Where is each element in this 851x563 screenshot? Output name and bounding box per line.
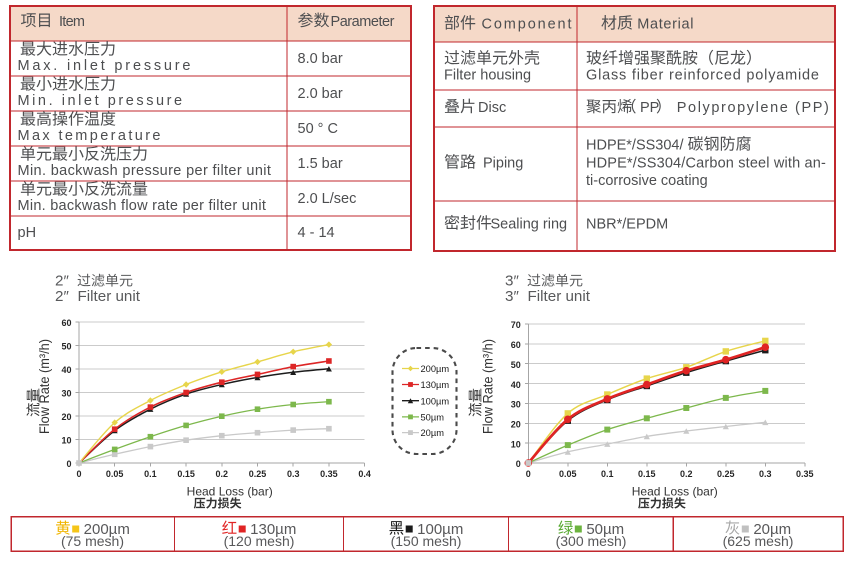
svg-text:Disc: Disc bbox=[478, 100, 506, 116]
svg-text:Filter housing: Filter housing bbox=[444, 68, 531, 84]
svg-text:0: 0 bbox=[76, 469, 81, 479]
svg-text:0: 0 bbox=[66, 459, 71, 469]
svg-text:10: 10 bbox=[511, 439, 521, 449]
svg-text:NBR*/EPDM: NBR*/EPDM bbox=[586, 217, 668, 233]
svg-text:Min. backwash pressure per fil: Min. backwash pressure per filter unit bbox=[18, 163, 271, 179]
svg-text:Head Loss (bar): Head Loss (bar) bbox=[187, 485, 273, 499]
svg-text:20µm: 20µm bbox=[753, 521, 791, 538]
svg-text:100µm: 100µm bbox=[417, 521, 463, 538]
svg-text:20: 20 bbox=[511, 419, 521, 429]
svg-text:Max. inlet pressure: Max. inlet pressure bbox=[18, 58, 191, 74]
svg-text:(300 mesh): (300 mesh) bbox=[556, 533, 627, 549]
svg-text:1.5 bar: 1.5 bar bbox=[298, 156, 343, 172]
svg-text:100µm: 100µm bbox=[421, 396, 450, 406]
svg-text:Flow Rate (m³/h): Flow Rate (m³/h) bbox=[481, 339, 496, 434]
svg-text:Piping: Piping bbox=[483, 156, 523, 172]
svg-text:0.4: 0.4 bbox=[358, 469, 371, 479]
svg-text:Parameter: Parameter bbox=[331, 14, 395, 30]
svg-text:Polypropylene (PP): Polypropylene (PP) bbox=[677, 100, 829, 116]
svg-text:10: 10 bbox=[61, 436, 71, 446]
svg-text:70: 70 bbox=[511, 320, 521, 330]
svg-text:Filter unit: Filter unit bbox=[78, 288, 141, 305]
svg-text:Flow Rate (m³/h): Flow Rate (m³/h) bbox=[37, 339, 52, 434]
svg-text:0.35: 0.35 bbox=[320, 469, 338, 479]
svg-text:0: 0 bbox=[516, 459, 521, 469]
svg-text:20µm: 20µm bbox=[421, 428, 445, 438]
svg-text:ti-corrosive coating: ti-corrosive coating bbox=[586, 173, 708, 189]
svg-text:(625 mesh): (625 mesh) bbox=[723, 533, 794, 549]
svg-text:PP: PP bbox=[640, 100, 659, 116]
svg-text:HDPE*/SS304/Carbon steel with: HDPE*/SS304/Carbon steel with an- bbox=[586, 156, 826, 172]
svg-text:(120 mesh): (120 mesh) bbox=[224, 533, 295, 549]
svg-text:4 - 14: 4 - 14 bbox=[298, 225, 335, 241]
svg-text:40: 40 bbox=[511, 380, 521, 390]
svg-text:0.3: 0.3 bbox=[287, 469, 300, 479]
svg-text:0.15: 0.15 bbox=[638, 469, 656, 479]
svg-text:Head Loss (bar): Head Loss (bar) bbox=[632, 485, 718, 499]
svg-text:50: 50 bbox=[511, 360, 521, 370]
svg-text:200µm: 200µm bbox=[84, 521, 130, 538]
svg-text:0.05: 0.05 bbox=[559, 469, 577, 479]
svg-text:HDPE*/SS304/: HDPE*/SS304/ bbox=[586, 138, 684, 154]
svg-text:2.0 L/sec: 2.0 L/sec bbox=[298, 191, 357, 207]
svg-text:30: 30 bbox=[511, 400, 521, 410]
svg-text:60: 60 bbox=[511, 340, 521, 350]
svg-text:50: 50 bbox=[61, 342, 71, 352]
svg-text:20: 20 bbox=[61, 412, 71, 422]
svg-text:0.1: 0.1 bbox=[601, 469, 614, 479]
svg-text:Item: Item bbox=[59, 14, 85, 30]
svg-text:0.05: 0.05 bbox=[106, 469, 124, 479]
svg-text:pH: pH bbox=[18, 225, 37, 241]
svg-text:Material: Material bbox=[637, 17, 693, 33]
svg-text:Sealing ring: Sealing ring bbox=[491, 217, 568, 233]
svg-text:2.0 bar: 2.0 bar bbox=[298, 86, 343, 102]
svg-text:(75 mesh): (75 mesh) bbox=[61, 533, 124, 549]
svg-text:2″: 2″ bbox=[55, 288, 69, 305]
svg-text:3″: 3″ bbox=[505, 288, 519, 305]
svg-text:0.3: 0.3 bbox=[759, 469, 772, 479]
svg-text:30: 30 bbox=[61, 389, 71, 399]
svg-text:130µm: 130µm bbox=[421, 380, 450, 390]
svg-text:Max temperature: Max temperature bbox=[18, 128, 161, 144]
svg-text:0.25: 0.25 bbox=[717, 469, 735, 479]
svg-text:0.1: 0.1 bbox=[144, 469, 157, 479]
svg-text:8.0 bar: 8.0 bar bbox=[298, 51, 343, 67]
svg-text:0.25: 0.25 bbox=[249, 469, 267, 479]
svg-text:0: 0 bbox=[526, 469, 531, 479]
svg-text:40: 40 bbox=[61, 365, 71, 375]
svg-text:Filter unit: Filter unit bbox=[528, 288, 591, 305]
svg-text:0.2: 0.2 bbox=[680, 469, 693, 479]
svg-text:130µm: 130µm bbox=[250, 521, 296, 538]
svg-text:200µm: 200µm bbox=[421, 364, 450, 374]
svg-text:0.15: 0.15 bbox=[177, 469, 195, 479]
svg-text:0.35: 0.35 bbox=[796, 469, 814, 479]
svg-text:(150 mesh): (150 mesh) bbox=[391, 533, 462, 549]
svg-text:Glass fiber reinforced polyami: Glass fiber reinforced polyamide bbox=[586, 68, 819, 84]
svg-text:0.2: 0.2 bbox=[216, 469, 229, 479]
svg-text:50µm: 50µm bbox=[421, 413, 445, 423]
svg-text:2″: 2″ bbox=[55, 273, 69, 290]
svg-text:50 ° C: 50 ° C bbox=[298, 121, 338, 137]
svg-text:3″: 3″ bbox=[505, 273, 519, 290]
svg-text:60: 60 bbox=[61, 318, 71, 328]
svg-text:50µm: 50µm bbox=[586, 521, 624, 538]
svg-text:Min. backwash flow rate per fi: Min. backwash flow rate per filter unit bbox=[18, 198, 266, 214]
